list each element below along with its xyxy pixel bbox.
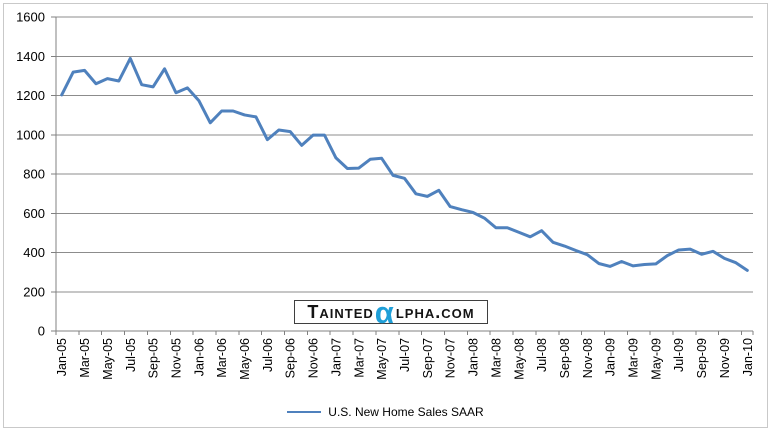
svg-text:Sep-06: Sep-06 xyxy=(284,338,298,378)
svg-text:Jan-09: Jan-09 xyxy=(604,338,618,376)
legend-label: U.S. New Home Sales SAAR xyxy=(328,405,484,419)
svg-text:800: 800 xyxy=(23,167,45,182)
svg-text:Jul-09: Jul-09 xyxy=(672,338,686,372)
svg-text:Sep-07: Sep-07 xyxy=(421,338,435,378)
svg-text:Jan-10: Jan-10 xyxy=(741,338,755,376)
svg-text:Sep-09: Sep-09 xyxy=(695,338,709,378)
svg-text:May-07: May-07 xyxy=(375,338,389,380)
svg-text:Mar-08: Mar-08 xyxy=(489,338,503,378)
x-axis-labels: Jan-05 Mar-05 May-05 Jul-05 Sep-05 Nov-05 Jan-… xyxy=(55,338,755,380)
svg-text:400: 400 xyxy=(23,245,45,260)
svg-text:Nov-05: Nov-05 xyxy=(169,338,183,378)
legend-line-swatch xyxy=(287,411,322,413)
watermark-text-after: lpha.com xyxy=(395,301,475,322)
svg-text:May-08: May-08 xyxy=(512,338,526,380)
svg-text:Mar-05: Mar-05 xyxy=(78,338,92,378)
svg-text:Jan-08: Jan-08 xyxy=(467,338,481,376)
chart-legend: U.S. New Home Sales SAAR xyxy=(0,403,771,421)
svg-text:Mar-07: Mar-07 xyxy=(352,338,366,378)
y-axis-labels: 0 200 400 600 800 1000 1200 1400 1600 xyxy=(16,10,45,339)
taintedalpha-watermark: Tainted α lpha.com xyxy=(294,297,488,328)
watermark-text-before: Tainted xyxy=(307,301,374,322)
svg-text:Jan-06: Jan-06 xyxy=(192,338,206,376)
svg-text:May-09: May-09 xyxy=(649,338,663,380)
svg-text:May-05: May-05 xyxy=(101,338,115,380)
svg-text:Jul-08: Jul-08 xyxy=(535,338,549,372)
svg-text:May-06: May-06 xyxy=(238,338,252,380)
svg-text:Jan-07: Jan-07 xyxy=(329,338,343,376)
gridlines xyxy=(56,16,753,293)
svg-text:Sep-05: Sep-05 xyxy=(147,338,161,378)
svg-text:Nov-08: Nov-08 xyxy=(581,338,595,378)
svg-text:Jul-06: Jul-06 xyxy=(261,338,275,372)
axis-ticks xyxy=(51,16,754,335)
svg-text:Jan-05: Jan-05 xyxy=(55,338,69,376)
svg-text:Mar-06: Mar-06 xyxy=(215,338,229,378)
svg-text:Jul-07: Jul-07 xyxy=(398,338,412,372)
svg-text:Nov-09: Nov-09 xyxy=(718,338,732,378)
series-line xyxy=(60,56,749,272)
svg-text:1400: 1400 xyxy=(16,49,45,64)
svg-text:Jul-05: Jul-05 xyxy=(124,338,138,372)
svg-text:600: 600 xyxy=(23,206,45,221)
svg-text:Sep-08: Sep-08 xyxy=(558,338,572,378)
svg-text:Nov-07: Nov-07 xyxy=(444,338,458,378)
svg-text:1600: 1600 xyxy=(16,10,45,25)
svg-text:1000: 1000 xyxy=(16,127,45,142)
svg-text:0: 0 xyxy=(38,324,45,339)
svg-text:1200: 1200 xyxy=(16,88,45,103)
svg-text:200: 200 xyxy=(23,284,45,299)
svg-text:Nov-06: Nov-06 xyxy=(307,338,321,378)
svg-text:Mar-09: Mar-09 xyxy=(627,338,641,378)
